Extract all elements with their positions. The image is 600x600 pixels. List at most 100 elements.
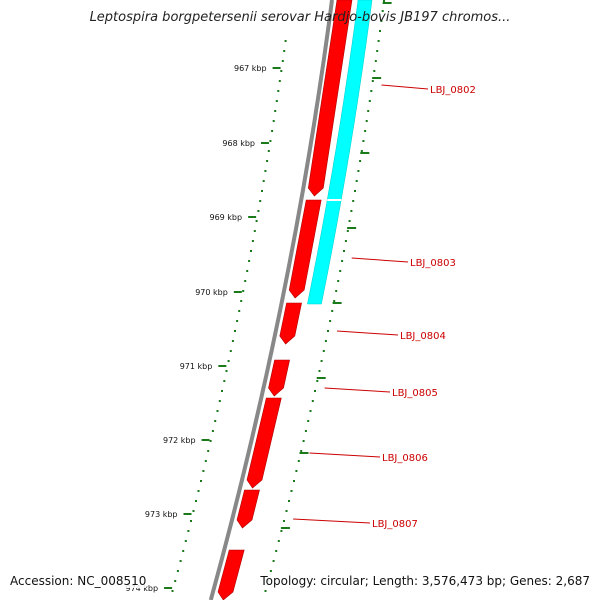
outer-minor-tick <box>379 30 381 32</box>
minor-tick <box>272 120 275 122</box>
outer-minor-tick <box>380 20 383 22</box>
minor-tick <box>277 90 280 92</box>
gene-label-leader <box>381 84 429 90</box>
tick-label: 974 kbp <box>125 584 158 593</box>
gene-label-leader <box>324 387 391 393</box>
minor-tick <box>209 440 212 442</box>
gene-label-leader <box>336 330 399 336</box>
minor-tick <box>271 130 274 132</box>
outer-minor-tick <box>354 190 356 192</box>
backbone-ring <box>208 0 334 600</box>
forward-gene-arrow-6 <box>236 489 260 529</box>
minor-tick <box>223 380 226 382</box>
outer-minor-tick <box>357 170 360 172</box>
minor-tick <box>227 360 230 362</box>
outer-minor-tick <box>371 80 374 82</box>
gene-label-leader <box>293 518 371 524</box>
outer-minor-tick <box>335 290 338 292</box>
minor-tick <box>179 560 182 562</box>
outer-minor-tick <box>316 380 319 382</box>
outer-minor-tick <box>339 270 342 272</box>
minor-tick <box>218 400 221 402</box>
minor-tick <box>192 510 195 512</box>
outer-minor-tick <box>307 420 310 422</box>
outer-minor-tick <box>333 300 336 302</box>
outer-minor-tick <box>302 440 305 442</box>
gene-label: LBJ_0806 <box>382 453 428 464</box>
tick-label: 967 kbp <box>234 64 267 73</box>
outer-minor-tick <box>360 150 363 152</box>
gene-label-leader <box>309 452 381 458</box>
minor-tick <box>244 280 247 282</box>
minor-tick <box>250 250 252 252</box>
outer-minor-tick <box>311 400 314 402</box>
gene-label: LBJ_0807 <box>372 519 418 530</box>
outer-minor-tick <box>346 230 349 232</box>
minor-tick <box>176 570 179 572</box>
tick-label: 971 kbp <box>180 362 213 371</box>
gene-label: LBJ_0802 <box>430 85 476 96</box>
outer-minor-tick <box>264 590 267 592</box>
outer-minor-tick <box>329 320 332 322</box>
gene-label-leader <box>351 257 409 263</box>
outer-minor-tick <box>344 240 347 242</box>
outer-minor-tick <box>368 100 371 102</box>
outer-minor-tick <box>318 370 321 372</box>
outer-minor-tick <box>377 40 380 42</box>
outer-minor-tick <box>277 540 280 542</box>
gene-label: LBJ_0804 <box>400 331 446 342</box>
minor-tick <box>259 200 262 202</box>
minor-tick <box>225 370 228 372</box>
outer-minor-tick <box>348 220 351 222</box>
tick-label: 973 kbp <box>145 510 178 519</box>
reverse-gene-band <box>307 0 373 305</box>
forward-gene-arrow-4 <box>268 359 290 397</box>
map-title: Leptospira borgpetersenii serovar Hardjo… <box>89 10 511 25</box>
outer-minor-tick <box>314 390 316 392</box>
minor-tick <box>202 470 205 472</box>
minor-tick <box>261 190 263 192</box>
minor-tick <box>204 460 207 462</box>
outer-minor-tick <box>269 570 272 572</box>
outer-minor-tick <box>300 450 303 452</box>
minor-tick <box>264 170 267 172</box>
outer-minor-tick <box>285 510 288 512</box>
minor-tick <box>240 300 243 302</box>
gene-label: LBJ_0803 <box>410 258 456 269</box>
outer-minor-tick <box>355 180 358 182</box>
minor-tick <box>197 490 200 492</box>
minor-tick <box>236 320 239 322</box>
forward-gene-arrow-1 <box>307 0 353 197</box>
outer-minor-tick <box>293 480 295 482</box>
outer-minor-tick <box>331 310 334 312</box>
minor-tick <box>267 150 270 152</box>
outer-minor-tick <box>272 560 275 562</box>
genome-summary: Topology: circular; Length: 3,576,473 bp… <box>260 574 590 588</box>
minor-tick <box>269 140 272 142</box>
minor-tick <box>229 350 232 352</box>
minor-tick <box>251 240 254 242</box>
tick-label: 969 kbp <box>209 213 242 222</box>
minor-tick <box>238 310 241 312</box>
minor-tick <box>207 450 210 452</box>
outer-minor-tick <box>297 460 300 462</box>
minor-tick <box>262 180 265 182</box>
tick-label: 972 kbp <box>163 436 196 445</box>
outer-minor-tick <box>309 410 312 412</box>
outer-minor-tick <box>288 500 290 502</box>
outer-minor-tick <box>364 130 367 132</box>
minor-tick <box>281 60 284 62</box>
minor-tick <box>242 290 245 292</box>
minor-tick <box>171 590 174 592</box>
minor-tick <box>216 410 219 412</box>
outer-minor-tick <box>343 250 345 252</box>
minor-tick <box>231 340 234 342</box>
minor-tick <box>275 100 278 102</box>
minor-tick <box>284 40 287 42</box>
outer-minor-tick <box>350 210 353 212</box>
minor-tick <box>253 230 256 232</box>
minor-tick <box>195 500 197 502</box>
minor-tick <box>283 50 286 52</box>
outer-minor-tick <box>320 360 323 362</box>
